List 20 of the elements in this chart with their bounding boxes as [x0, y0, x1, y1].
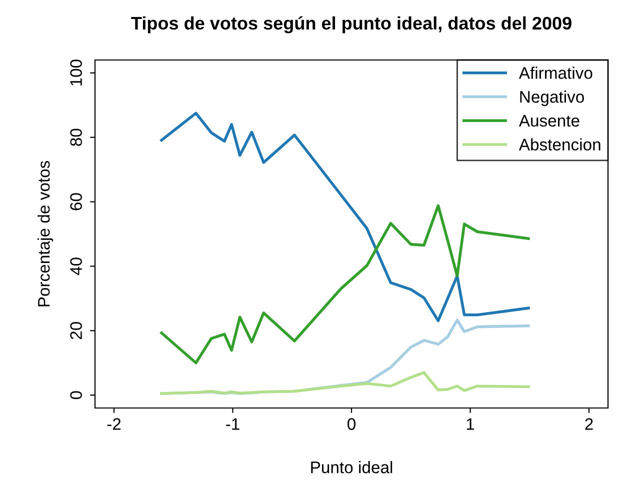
- x-axis-title: Punto ideal: [311, 461, 392, 474]
- legend-label: Abstencion: [518, 138, 600, 151]
- x-tick-label: 1: [466, 418, 474, 430]
- x-tick-label: 2: [585, 418, 593, 430]
- y-tick-label: 40: [70, 258, 82, 276]
- y-tick-label: 60: [70, 193, 82, 210]
- y-axis-title: Porcentaje de votos: [38, 160, 54, 306]
- line-series: [160, 204, 530, 364]
- x-tick-label: -1: [226, 418, 240, 430]
- x-tick-label: -2: [107, 418, 121, 430]
- legend-label: Afirmativo: [518, 66, 592, 79]
- line-series: [160, 371, 530, 395]
- x-tick-label: 0: [348, 418, 356, 430]
- legend-label: Negativo: [520, 90, 584, 106]
- y-tick-label: 0: [70, 391, 82, 400]
- chart-title: Tipos de votos según el punto ideal, datos del 2009: [131, 16, 572, 34]
- y-tick-label: 80: [70, 128, 82, 146]
- y-tick-label: 20: [70, 322, 82, 340]
- legend-label: Ausente: [518, 115, 580, 127]
- y-tick-label: 100: [70, 60, 82, 86]
